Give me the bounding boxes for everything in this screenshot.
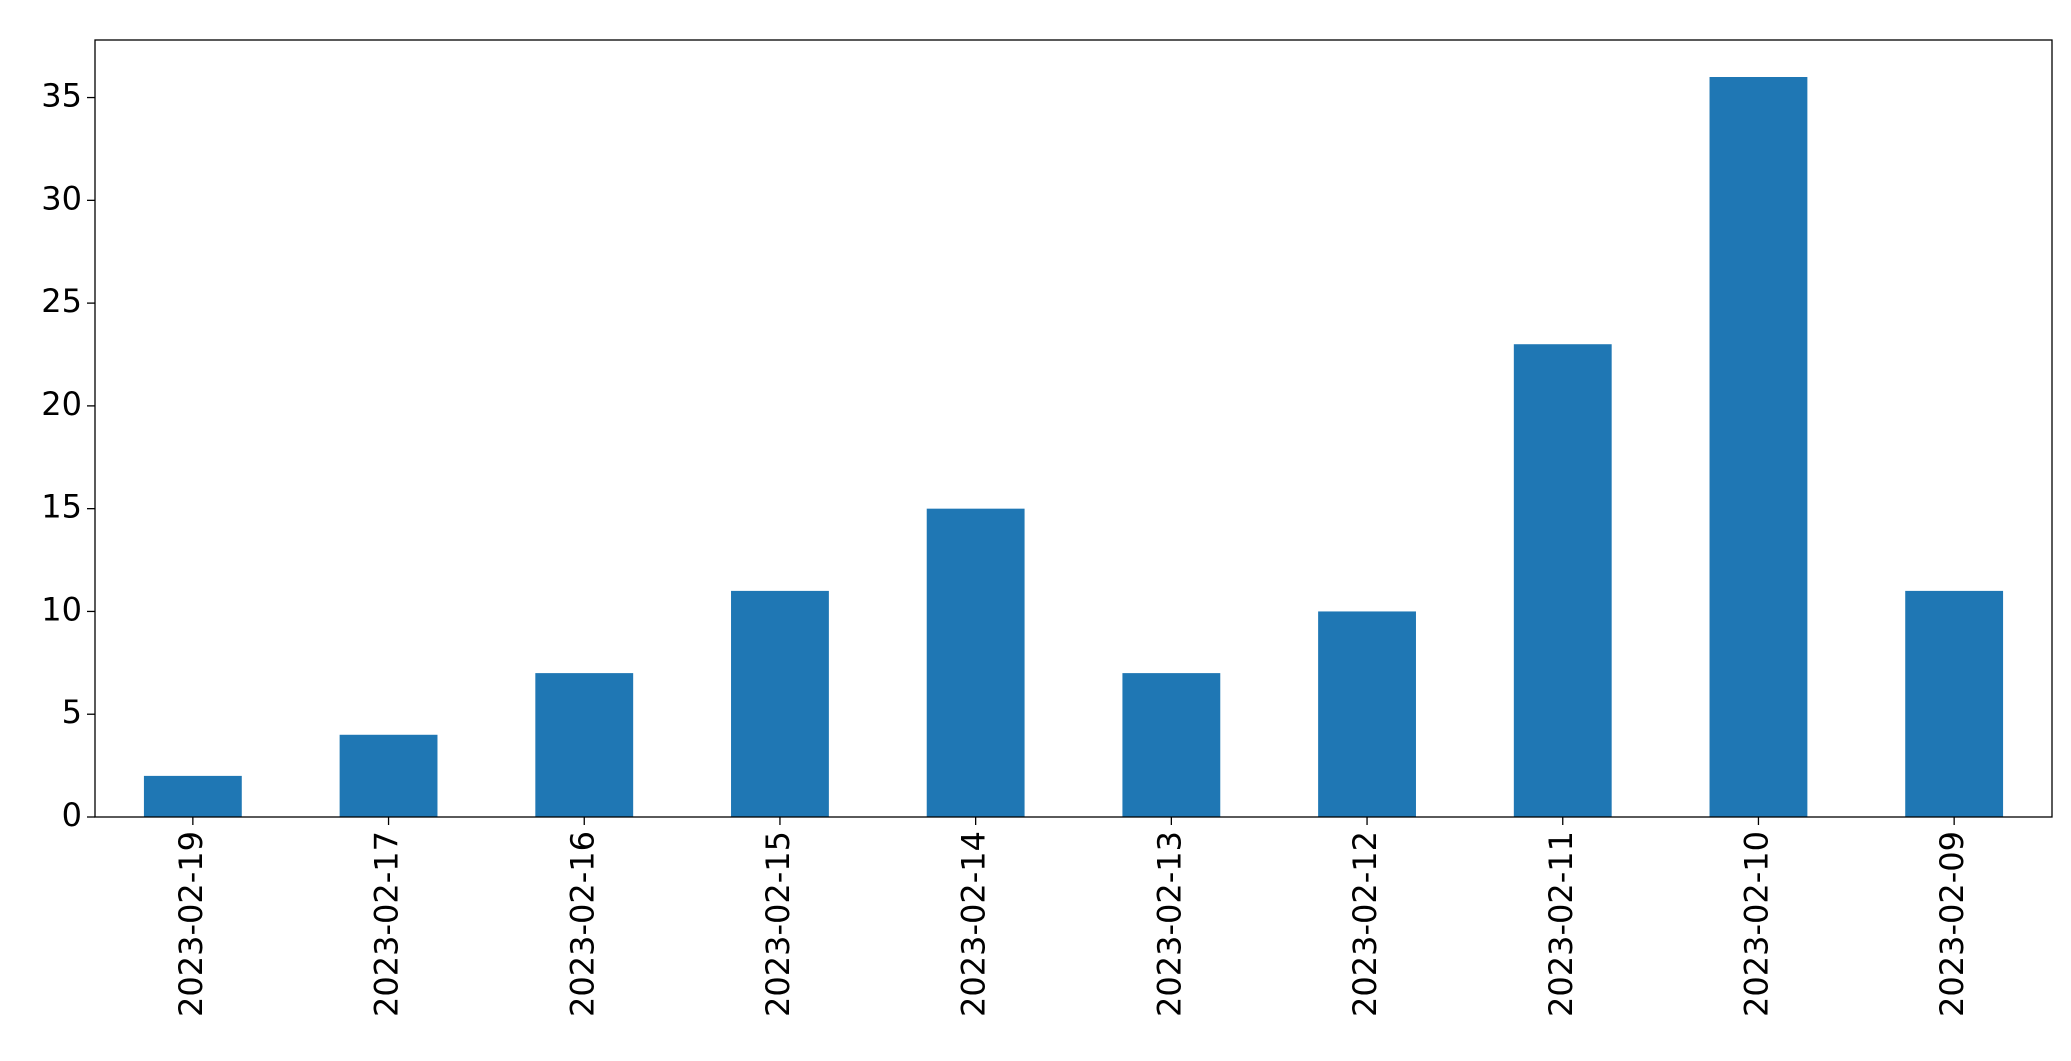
bar xyxy=(1709,77,1808,817)
x-tick-label: 2023-02-14 xyxy=(955,831,993,1017)
x-tick-label: 2023-02-13 xyxy=(1150,831,1188,1017)
bar xyxy=(1122,673,1221,817)
bar xyxy=(1318,611,1416,817)
bar xyxy=(143,775,242,817)
x-tick-label: 2023-02-19 xyxy=(172,831,210,1017)
y-tick-label: 35 xyxy=(41,77,82,115)
y-tick-label: 30 xyxy=(41,179,82,217)
bar xyxy=(731,590,829,817)
bar xyxy=(1513,344,1612,817)
y-tick-label: 20 xyxy=(41,385,82,423)
y-tick-label: 15 xyxy=(41,488,82,526)
y-tick-label: 10 xyxy=(41,590,82,628)
x-tick-label: 2023-02-11 xyxy=(1542,831,1580,1017)
axes-frame xyxy=(94,39,2053,818)
x-tick-label: 2023-02-09 xyxy=(1933,831,1971,1017)
x-tick-label: 2023-02-12 xyxy=(1346,831,1384,1017)
y-tick-label: 5 xyxy=(62,693,82,731)
bar xyxy=(339,734,438,817)
bar xyxy=(1905,590,2004,817)
bar xyxy=(926,508,1025,817)
x-tick-label: 2023-02-15 xyxy=(759,831,797,1017)
x-tick-label: 2023-02-16 xyxy=(563,831,601,1017)
bar xyxy=(535,673,634,817)
y-tick-label: 0 xyxy=(62,796,82,834)
y-tick-label: 25 xyxy=(41,282,82,320)
x-tick-label: 2023-02-10 xyxy=(1737,831,1775,1017)
x-tick-label: 2023-02-17 xyxy=(368,831,406,1017)
